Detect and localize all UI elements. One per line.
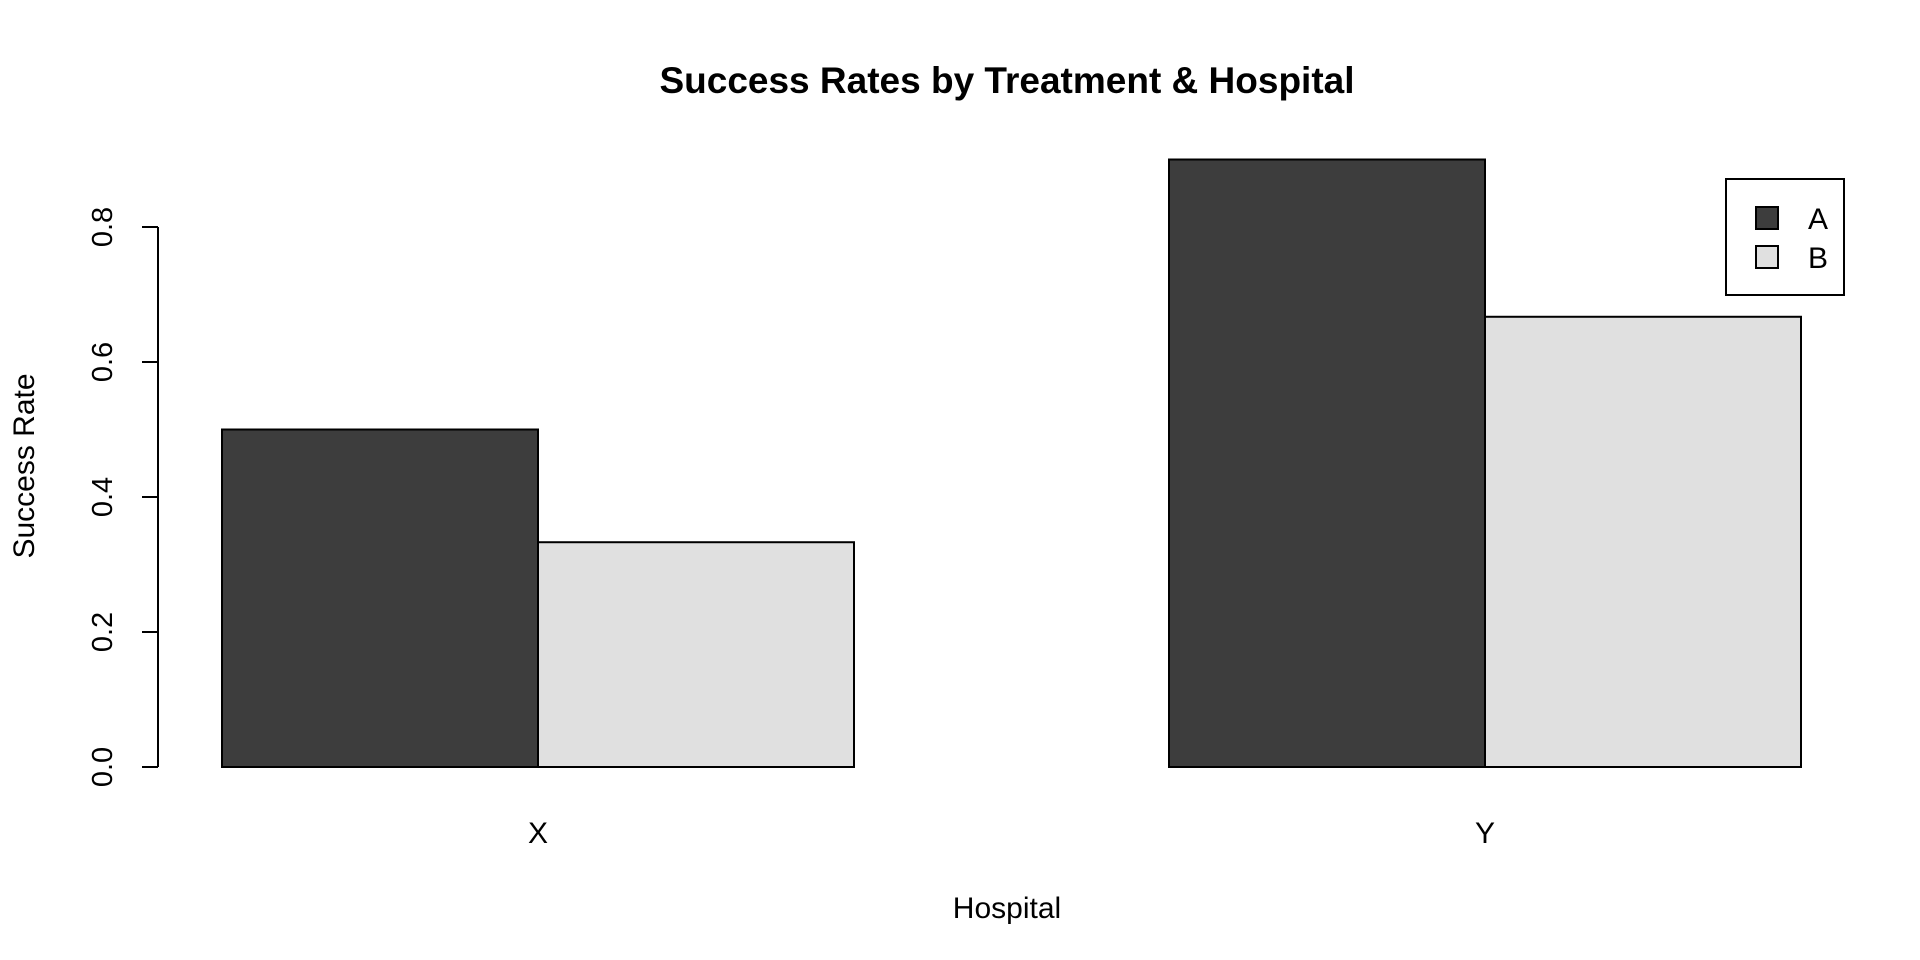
y-axis-label: Success Rate	[8, 373, 41, 558]
x-category-label: Y	[1475, 817, 1495, 850]
chart-title: Success Rates by Treatment & Hospital	[659, 60, 1354, 101]
x-axis-label: Hospital	[953, 892, 1061, 925]
y-tick-label: 0.2	[87, 612, 119, 652]
bar-A-Y	[1169, 160, 1485, 768]
bar-B-X	[538, 542, 854, 767]
y-axis: 0.0 0.2 0.4 0.6 0.8	[87, 207, 158, 787]
legend-swatch-A	[1756, 207, 1778, 229]
y-tick-label: 0.8	[87, 207, 119, 247]
y-tick-label: 0.6	[87, 342, 119, 382]
y-tick-label: 0.0	[87, 747, 119, 787]
legend-swatch-B	[1756, 246, 1778, 268]
legend-label-A: A	[1808, 203, 1828, 236]
y-tick-label: 0.4	[87, 477, 119, 517]
legend-box	[1726, 179, 1844, 295]
bar-A-X	[222, 430, 538, 768]
bars-group	[222, 160, 1801, 768]
legend-label-B: B	[1808, 242, 1828, 275]
x-category-label: X	[528, 817, 548, 850]
bar-B-Y	[1485, 317, 1801, 767]
legend: AB	[1726, 179, 1844, 295]
